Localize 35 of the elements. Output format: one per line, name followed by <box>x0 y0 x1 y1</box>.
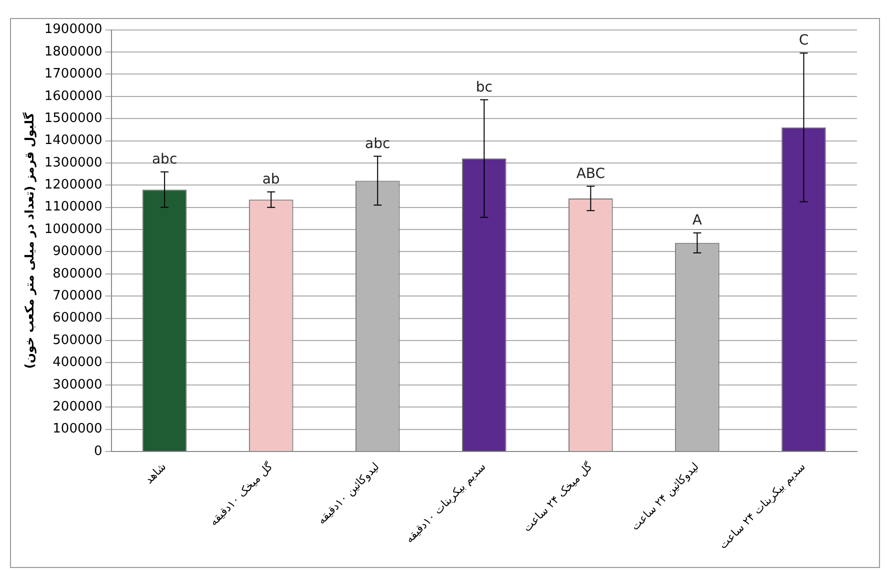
y-tick-label: 1900000 <box>44 22 102 38</box>
y-tick-label: 1700000 <box>44 66 102 82</box>
y-tick-label: 100000 <box>52 422 102 437</box>
y-tick-label: 1200000 <box>44 178 102 193</box>
x-tick-label: لیدوکائین ۲۴ ساعت <box>628 460 702 533</box>
y-tick-label: 1800000 <box>44 44 102 60</box>
y-tick-label: 900000 <box>52 244 102 260</box>
x-tick-label: سدیم بیکربنات ۲۴ ساعت <box>716 460 808 552</box>
y-tick-label: 300000 <box>52 377 102 392</box>
y-tick-label: 800000 <box>52 266 102 282</box>
x-tick-label: سدیم بیکربنات ۱۰دقیقه <box>402 460 488 546</box>
y-tick-label: 400000 <box>52 355 102 370</box>
x-tick-label: گل میخک ۱۰دقیقه <box>207 460 276 528</box>
annotation: C <box>798 32 809 49</box>
y-tick-label: 0 <box>94 444 102 459</box>
annotation: abc <box>365 136 390 152</box>
annotation: abc <box>152 151 178 168</box>
x-tick-label: لیدوکائین ۱۰دقیقه <box>315 460 382 527</box>
y-tick-label: 200000 <box>52 399 102 414</box>
annotation: A <box>692 212 702 229</box>
y-tick-label: 1600000 <box>44 88 102 104</box>
annotation: ABC <box>576 166 606 182</box>
y-tick-label: 600000 <box>52 310 102 326</box>
annotation: ab <box>262 171 280 188</box>
y-axis-title: گلبول قرمز (تعداد در میلی متر مکعب خون) <box>22 112 36 369</box>
y-tick-label: 1500000 <box>44 110 102 126</box>
x-tick-label: گل میخک ۲۴ ساعت <box>520 460 596 534</box>
y-tick-label: 700000 <box>52 288 102 304</box>
y-tick-label: 1400000 <box>44 133 102 148</box>
y-tick-label: 1300000 <box>44 155 102 170</box>
y-tick-label: 1100000 <box>44 200 102 215</box>
x-tick-label: شاهد <box>142 460 169 486</box>
annotation: bc <box>476 79 492 96</box>
y-tick-label: 1000000 <box>44 222 102 237</box>
y-tick-label: 500000 <box>52 332 102 348</box>
